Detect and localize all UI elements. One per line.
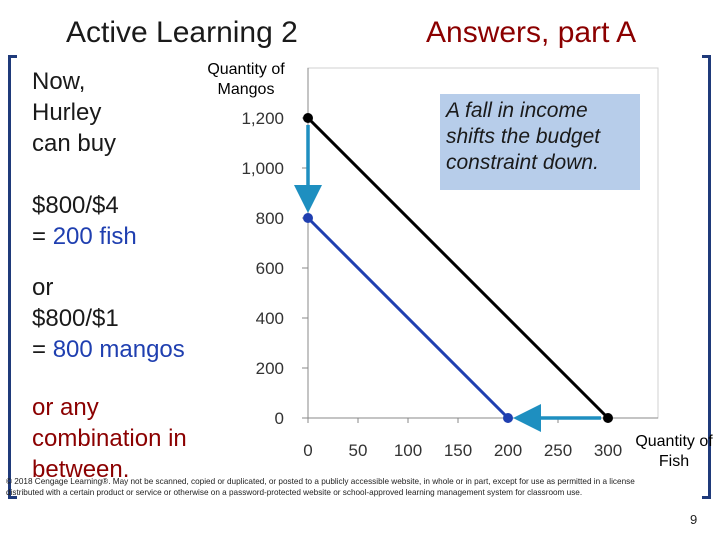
text-line: Now,: [32, 68, 86, 95]
y-tick-label: 1,000: [241, 159, 284, 178]
copyright-footer: © 2018 Cengage Learning®. May not be sca…: [6, 477, 635, 497]
text-prefix: =: [32, 223, 53, 250]
text-line: or: [32, 274, 54, 301]
text-line: combination in: [32, 425, 187, 452]
y-tick-label: 600: [256, 259, 284, 278]
income-shift-callout: A fall in income shifts the budget const…: [440, 94, 640, 190]
x-tick-label: 250: [544, 441, 572, 460]
x-tick-label: 200: [494, 441, 522, 460]
text-line: between.: [32, 456, 130, 483]
y-tick-label: 0: [275, 409, 284, 428]
text-line: = 800 mangos: [32, 334, 185, 365]
text-line: $800/$4: [32, 192, 119, 219]
new-intercept-point: [303, 213, 313, 223]
text-prefix: =: [32, 336, 53, 363]
x-tick-label: 150: [444, 441, 472, 460]
right-bracket: [702, 55, 711, 499]
text-line: Hurley: [32, 99, 102, 126]
text-line: or any: [32, 394, 99, 421]
original-intercept-point: [603, 413, 613, 423]
y-axis-label: Quantity of Mangos: [207, 61, 285, 98]
text-block-budget: Now, Hurley can buy: [32, 66, 116, 159]
page-number: 9: [690, 512, 698, 527]
original-budget-line: [306, 116, 610, 420]
y-tick-label: 800: [256, 209, 284, 228]
slide-title: Active Learning 2: [66, 16, 298, 49]
text-block-mangos: or $800/$1 = 800 mangos: [32, 272, 185, 365]
x-tick-label: 300: [594, 441, 622, 460]
y-tick-label: 400: [256, 309, 284, 328]
x-tick-label: 0: [303, 441, 312, 460]
new-budget-line: [306, 216, 510, 420]
x-tick-label: 100: [394, 441, 422, 460]
fish-quantity: 200 fish: [52, 223, 137, 250]
text-block-combination: or any combination in between.: [32, 392, 187, 485]
text-line: can buy: [32, 130, 117, 157]
new-intercept-point: [503, 413, 513, 423]
text-line: $800/$1: [32, 305, 119, 332]
y-tick-label: 1,200: [241, 109, 284, 128]
x-tick-label: 50: [349, 441, 368, 460]
y-tick-label: 200: [256, 359, 284, 378]
left-bracket: [8, 55, 17, 499]
original-intercept-point: [303, 113, 313, 123]
x-axis-label: Quantity of Fish: [635, 433, 713, 470]
mango-quantity: 800 mangos: [52, 336, 185, 363]
text-block-fish: $800/$4 = 200 fish: [32, 190, 137, 252]
text-line: = 200 fish: [32, 221, 137, 252]
slide-subtitle: Answers, part A: [426, 16, 637, 49]
